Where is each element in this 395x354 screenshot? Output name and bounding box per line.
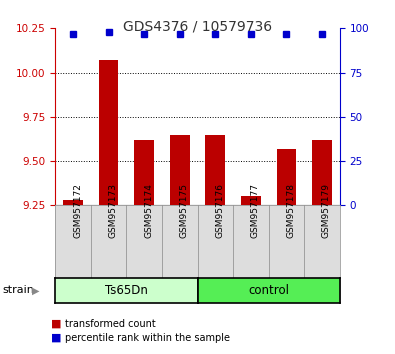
Text: GSM957176: GSM957176 [215, 183, 224, 238]
Text: ▶: ▶ [32, 285, 40, 295]
Text: GSM957179: GSM957179 [322, 183, 331, 238]
Text: GDS4376 / 10579736: GDS4376 / 10579736 [123, 19, 272, 34]
Text: transformed count: transformed count [65, 319, 156, 329]
Bar [241, 196, 261, 205]
Bar [134, 140, 154, 205]
Bar [312, 140, 332, 205]
Text: percentile rank within the sample: percentile rank within the sample [65, 333, 230, 343]
Text: GSM957173: GSM957173 [109, 183, 118, 238]
Bar [170, 135, 190, 205]
Text: control: control [248, 284, 289, 297]
Text: GSM957174: GSM957174 [144, 183, 153, 238]
Text: ■: ■ [51, 333, 62, 343]
Text: GSM957175: GSM957175 [180, 183, 189, 238]
Bar [63, 200, 83, 205]
Bar [205, 135, 225, 205]
Text: GSM957172: GSM957172 [73, 183, 82, 238]
Text: GSM957177: GSM957177 [251, 183, 260, 238]
Text: ■: ■ [51, 319, 62, 329]
Bar [276, 149, 296, 205]
Text: Ts65Dn: Ts65Dn [105, 284, 148, 297]
Bar [99, 60, 118, 205]
Text: GSM957178: GSM957178 [286, 183, 295, 238]
Text: strain: strain [2, 285, 34, 295]
